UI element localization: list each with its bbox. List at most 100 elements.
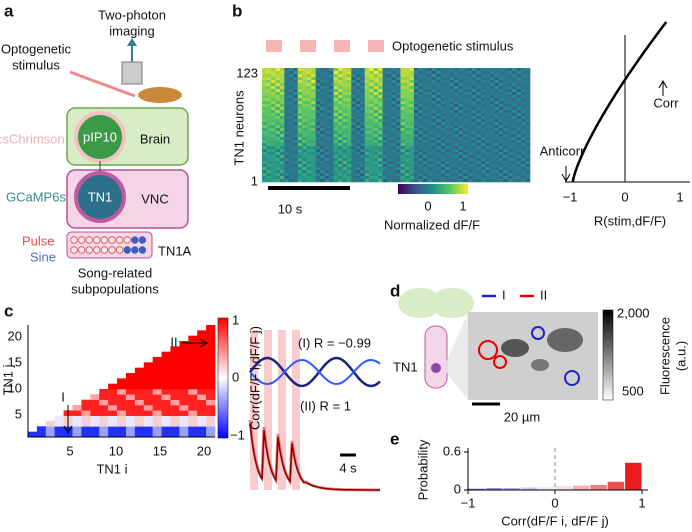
heatmap-cell [315, 143, 321, 147]
heatmap-cell [467, 122, 473, 126]
heatmap-cell [387, 134, 392, 138]
label: Corr(dF/F i, dF/F j) [501, 513, 609, 528]
heatmap-cell [467, 92, 473, 96]
heatmap-cell [404, 140, 410, 144]
heatmap-cell [480, 92, 486, 96]
heatmap-cell [262, 107, 267, 111]
heatmap-cell [427, 89, 433, 93]
heatmap-cell [270, 110, 276, 114]
heatmap-cell [516, 68, 522, 72]
matrix-cell [134, 415, 145, 422]
fly [138, 87, 182, 103]
heatmap-cell [266, 80, 272, 84]
heatmap-cell [324, 170, 330, 174]
heatmap-cell [320, 101, 325, 105]
heatmap-cell [404, 98, 410, 102]
heatmap-cell [409, 173, 415, 177]
heatmap-cell [431, 122, 437, 126]
heatmap-cell [427, 119, 433, 123]
heatmap-cell [266, 128, 272, 132]
heatmap-cell [431, 77, 437, 81]
heatmap-cell [494, 74, 500, 78]
heatmap-cell [503, 110, 508, 114]
heatmap-cell [337, 98, 343, 102]
heatmap-cell [311, 137, 316, 141]
heatmap-cell [422, 98, 428, 102]
heatmap-cell [413, 125, 419, 129]
heatmap-cell [512, 158, 517, 162]
heatmap-cell [471, 74, 477, 78]
arrow [658, 79, 668, 96]
heatmap-cell [396, 89, 401, 93]
heatmap-cell [275, 173, 281, 177]
heatmap-cell [427, 170, 433, 174]
heatmap-cell [489, 122, 495, 126]
heatmap-cell [413, 143, 419, 147]
matrix-cell [108, 431, 118, 438]
heatmap-cell [525, 74, 531, 78]
heatmap-cell [431, 80, 437, 84]
heatmap-cell [306, 128, 312, 132]
heatmap-cell [413, 140, 419, 144]
heatmap-cell [445, 128, 450, 132]
heatmap-cell [521, 98, 526, 102]
heatmap-cell [507, 95, 513, 99]
heatmap-cell [525, 143, 531, 147]
heatmap-cell [507, 161, 513, 165]
heatmap-cell [364, 86, 370, 90]
heatmap-cell [525, 155, 531, 159]
heatmap-cell [449, 77, 455, 81]
heatmap-cell [333, 77, 339, 81]
heatmap-cell [494, 131, 500, 135]
heatmap-cell [476, 107, 482, 111]
heatmap-cell [382, 170, 388, 174]
heatmap-cell [387, 155, 392, 159]
heatmap-cell [512, 167, 517, 171]
heatmap-cell [413, 71, 419, 75]
heatmap-cell [288, 89, 294, 93]
heatmap-cell [445, 101, 450, 105]
heatmap-cell [337, 122, 343, 126]
heatmap-cell [436, 122, 441, 126]
heatmap-cell [516, 170, 522, 174]
heatmap-cell [463, 68, 468, 72]
heatmap-cell [306, 119, 312, 123]
heatmap-cell [315, 137, 321, 141]
heatmap-cell [409, 80, 415, 84]
heatmap-cell [431, 164, 437, 168]
heatmap-cell [436, 125, 441, 129]
heatmap-cell [400, 146, 406, 150]
bar [572, 485, 590, 490]
heatmap-cell [480, 98, 486, 102]
matrix-cell [134, 431, 145, 438]
heatmap-cell [454, 155, 459, 159]
heatmap-cell [324, 125, 330, 129]
heatmap-cell [480, 68, 486, 72]
heatmap-cell [378, 152, 383, 156]
heatmap-cell [297, 158, 303, 162]
heatmap-cell [337, 95, 343, 99]
heatmap-cell [422, 143, 428, 147]
heatmap-cell [279, 149, 285, 153]
heatmap-cell [315, 161, 321, 165]
heatmap-cell [320, 167, 325, 171]
stim-bar [278, 330, 286, 490]
heatmap-cell [337, 68, 343, 72]
heatmap-cell [498, 179, 504, 183]
heatmap-cell [364, 116, 370, 120]
heatmap-cell [387, 131, 392, 135]
matrix-cell [117, 383, 127, 390]
heatmap-cell [463, 77, 468, 81]
heatmap-cell [498, 176, 504, 180]
matrix-cell [152, 431, 162, 438]
heatmap-cell [516, 128, 522, 132]
heatmap-cell [525, 116, 531, 120]
matrix-cell [108, 389, 118, 395]
heatmap-cell [284, 179, 290, 183]
heatmap-cell [351, 83, 357, 87]
heatmap-cell [311, 170, 316, 174]
heatmap-cell [355, 176, 361, 180]
heatmap-cell [288, 110, 294, 114]
heatmap-cell [458, 134, 464, 138]
heatmap-cell [427, 104, 433, 108]
